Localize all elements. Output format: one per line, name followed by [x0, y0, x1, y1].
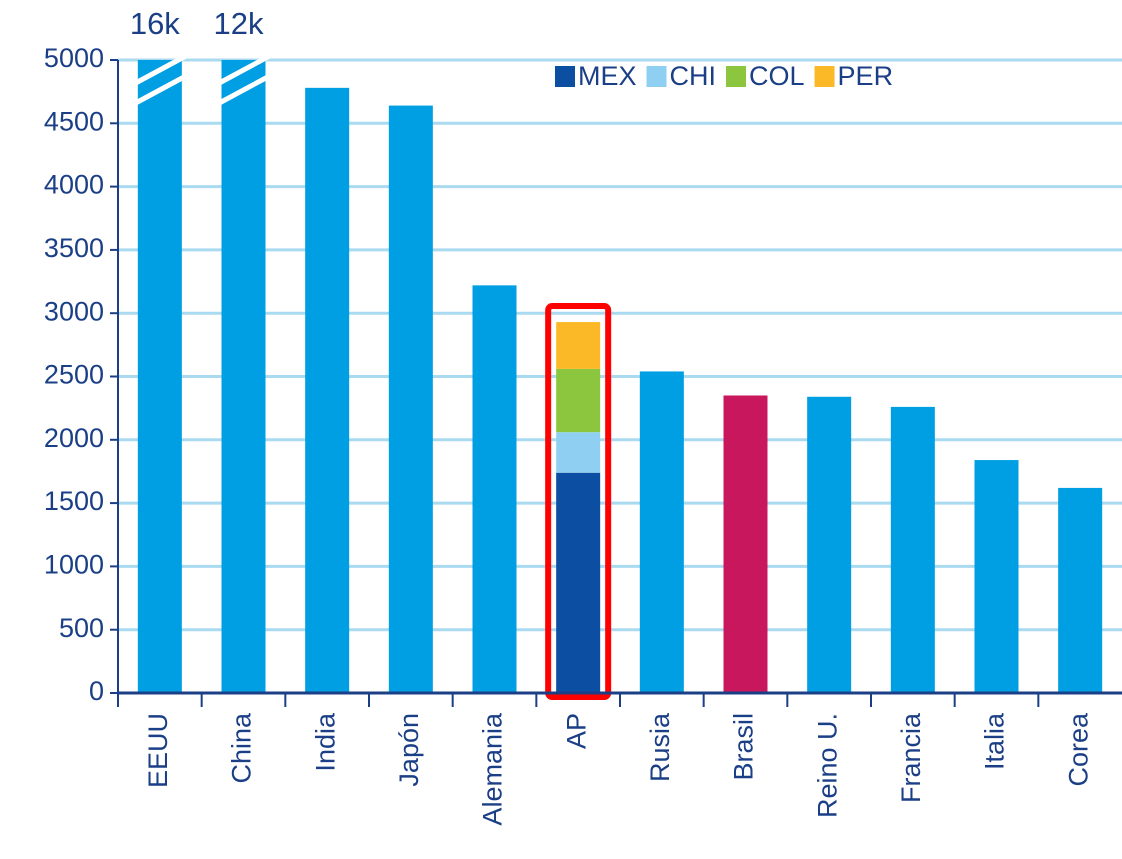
legend-label: COL	[749, 61, 805, 91]
y-tick-label: 3500	[44, 233, 104, 263]
legend-label: PER	[838, 61, 894, 91]
y-tick-label: 0	[89, 676, 104, 706]
y-tick-label: 3000	[44, 296, 104, 326]
x-tick-label: India	[310, 712, 340, 772]
stack-segment	[556, 432, 601, 473]
x-tick-label: Japón	[394, 713, 424, 787]
stack-segment	[556, 368, 601, 433]
y-tick-label: 1000	[44, 550, 104, 580]
value-label: 12k	[214, 6, 264, 41]
x-tick-label: AP	[561, 713, 591, 749]
y-tick-label: 2500	[44, 360, 104, 390]
bar	[974, 460, 1019, 693]
y-tick-label: 4500	[44, 106, 104, 136]
bar	[472, 285, 517, 693]
x-tick-label: Francia	[896, 712, 926, 803]
bar	[305, 87, 350, 694]
axis-break	[216, 53, 271, 87]
y-tick-label: 2000	[44, 423, 104, 453]
axis-break	[216, 73, 271, 107]
x-tick-label: Reino U.	[812, 713, 842, 818]
value-label: 16k	[130, 6, 180, 41]
bar	[807, 396, 852, 693]
x-tick-label: EEUU	[143, 713, 173, 788]
bar	[137, 60, 182, 693]
stack-segment	[556, 472, 601, 693]
bar	[723, 395, 768, 693]
x-tick-label: Italia	[980, 712, 1010, 770]
bar	[890, 406, 935, 693]
bar	[221, 60, 266, 693]
bar	[639, 371, 684, 693]
y-tick-label: 1500	[44, 486, 104, 516]
stack-segment	[556, 322, 601, 369]
legend-swatch	[646, 66, 667, 87]
x-tick-label: Brasil	[729, 713, 759, 781]
legend-label: CHI	[670, 61, 717, 91]
legend-swatch	[555, 66, 575, 87]
highlight-box	[545, 303, 612, 700]
bar	[388, 105, 433, 694]
legend-swatch	[814, 66, 835, 87]
x-tick-label: China	[227, 712, 257, 784]
legend-swatch	[726, 66, 747, 87]
bar	[1058, 487, 1103, 693]
axis-break	[132, 73, 188, 107]
legend-label: MEX	[578, 61, 637, 91]
y-tick-label: 500	[59, 613, 104, 643]
x-tick-label: Rusia	[645, 712, 675, 782]
x-tick-label: Alemania	[478, 712, 508, 826]
x-tick-label: Corea	[1063, 712, 1093, 787]
y-tick-label: 4000	[44, 170, 104, 200]
axis-break	[132, 53, 188, 87]
y-tick-label: 5000	[44, 43, 104, 73]
